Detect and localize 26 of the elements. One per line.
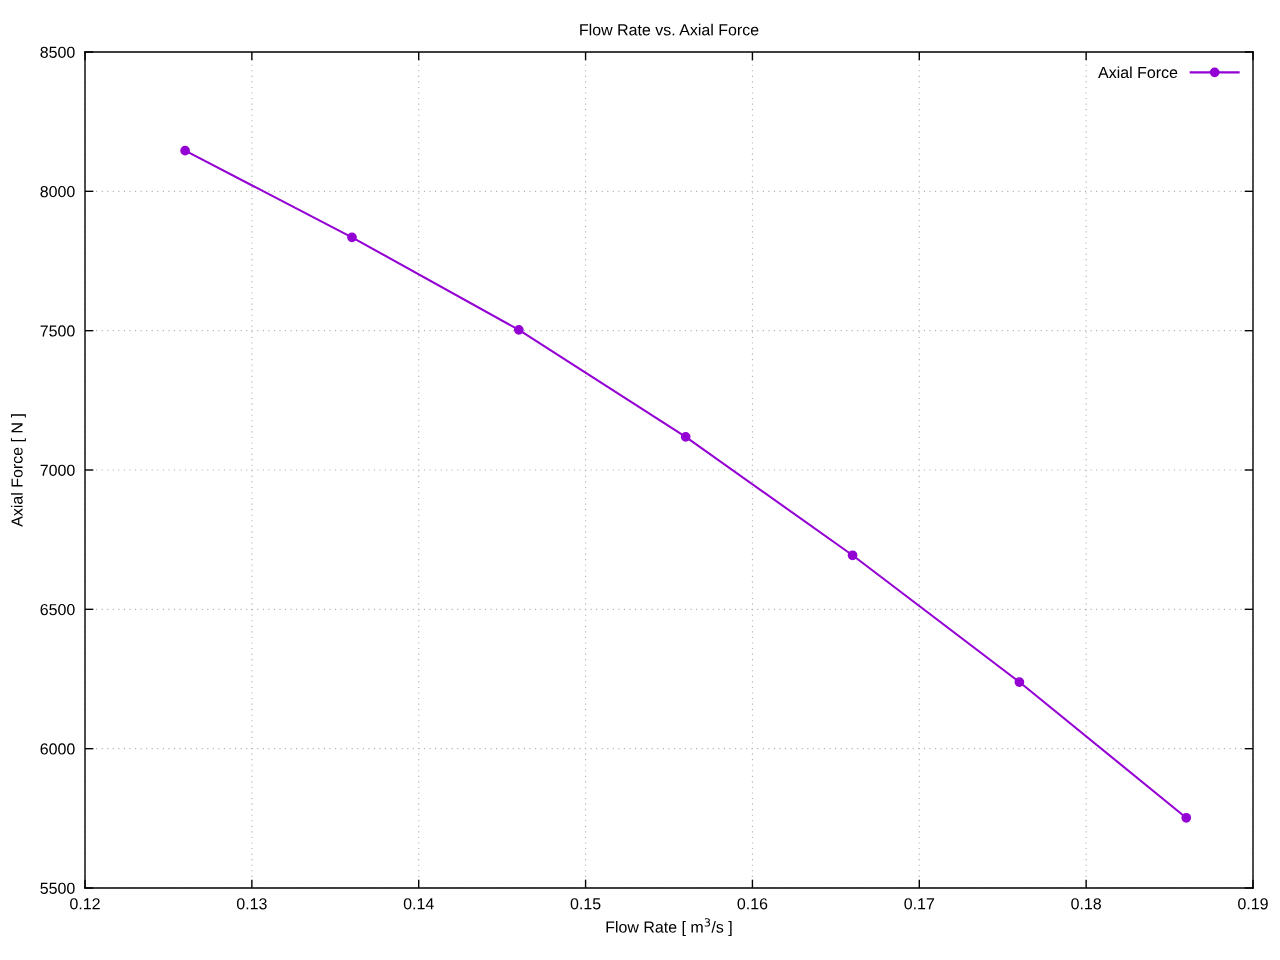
- y-tick-label: 8500: [40, 46, 75, 58]
- y-tick-label: 6500: [40, 603, 75, 616]
- y-tick-label: 7500: [40, 325, 75, 337]
- x-axis-title: Flow Rate [ m$^{3}$/s ]: [606, 918, 732, 936]
- x-tick-label: 0.15: [570, 898, 601, 910]
- x-tick-label: 0.14: [403, 898, 434, 910]
- y-tick-label: 6000: [40, 743, 75, 755]
- y-tick-label: 8000: [40, 185, 75, 198]
- point: [347, 232, 357, 243]
- point: [847, 550, 858, 561]
- x-tick-label: 0.13: [236, 898, 267, 910]
- chart-title: Flow Rate vs. Axial Force: [580, 23, 759, 36]
- x-tick-label: 0.18: [1071, 898, 1101, 910]
- point: [680, 431, 691, 442]
- x-tick-label: 0.12: [70, 898, 100, 910]
- point: [1181, 812, 1192, 823]
- point: [180, 145, 190, 156]
- y-axis-title: Axial Force [ N ]: [10, 414, 26, 527]
- x-tick-label: 0.16: [737, 898, 768, 910]
- legend-label: Axial Force: [1098, 66, 1178, 79]
- y-tick-label: 5500: [40, 882, 75, 894]
- x-tick-label: 0.19: [1238, 898, 1268, 910]
- point: [513, 324, 524, 335]
- y-tick-label: 7000: [40, 464, 75, 476]
- x-tick-label: 0.17: [904, 898, 935, 910]
- point: [1014, 677, 1025, 687]
